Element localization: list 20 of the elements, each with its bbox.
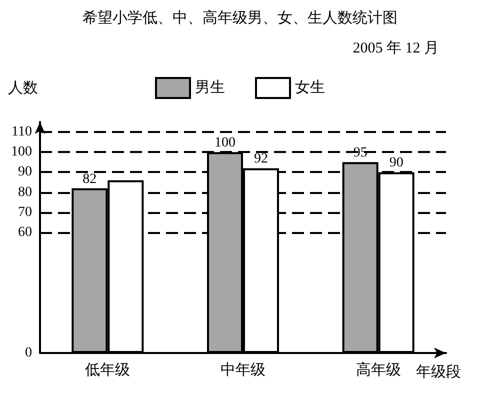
y-axis-title: 人数 (8, 80, 38, 96)
data-label: 90 (389, 156, 404, 171)
x-tick-label: 中年级 (220, 362, 266, 378)
y-tick-label: 100 (11, 144, 32, 160)
y-tick-label: 90 (18, 164, 32, 180)
chart-subtitle: 2005 年 12 月 (352, 40, 439, 56)
data-label: 92 (254, 152, 268, 167)
y-tick-label: 80 (18, 184, 32, 200)
chart-title: 希望小学低、中、高年级男、女、生人数统计图 (82, 10, 398, 26)
x-axis-title: 年级段 (416, 364, 461, 380)
x-tick-label: 高年级 (356, 362, 401, 378)
legend-label: 女生 (295, 79, 325, 96)
data-label: 100 (214, 136, 236, 151)
y-tick-label: 110 (12, 124, 32, 140)
y-tick-label: 60 (18, 224, 32, 240)
legend-label: 男生 (195, 79, 225, 96)
y-tick-label: 0 (25, 346, 32, 360)
x-tick-label: 低年级 (85, 362, 130, 378)
data-label: 82 (82, 172, 97, 187)
y-tick-label: 70 (18, 204, 32, 220)
